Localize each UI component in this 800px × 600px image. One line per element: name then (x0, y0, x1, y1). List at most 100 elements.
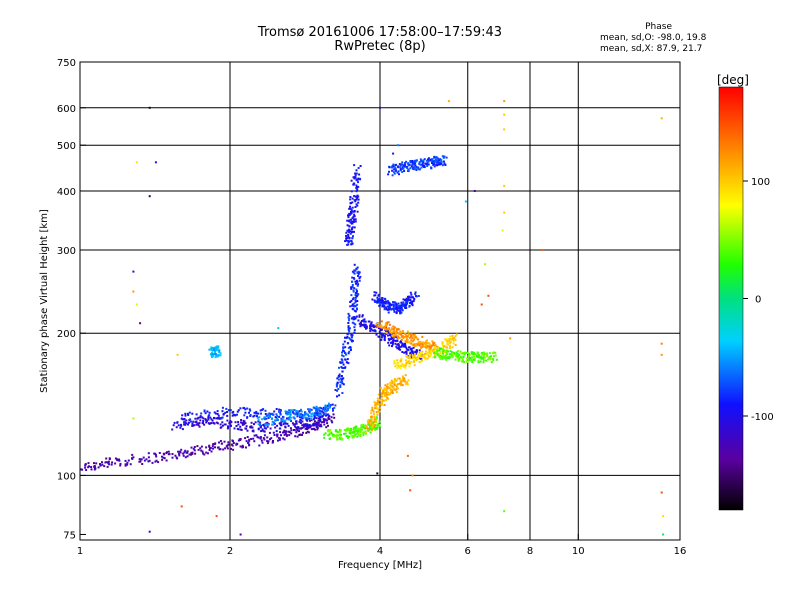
data-point (132, 290, 135, 293)
data-point (283, 438, 286, 441)
data-point (455, 354, 458, 357)
data-point (354, 323, 357, 326)
data-point (424, 357, 427, 359)
data-point (326, 408, 329, 411)
data-point (397, 309, 400, 312)
data-point (482, 359, 485, 362)
data-point (201, 450, 204, 453)
data-point (411, 350, 414, 353)
data-point (411, 351, 414, 354)
data-point (429, 347, 432, 350)
data-point (423, 158, 426, 161)
data-point (437, 353, 440, 356)
data-point (366, 427, 369, 430)
data-point (359, 430, 362, 433)
data-point (369, 428, 372, 430)
data-point (457, 359, 460, 362)
data-point (357, 167, 360, 169)
data-point (450, 353, 453, 356)
data-point (236, 410, 239, 413)
data-point (408, 362, 411, 365)
data-point (371, 329, 374, 332)
grid (80, 62, 680, 540)
data-point (411, 337, 414, 339)
data-point (200, 449, 203, 452)
data-point (411, 355, 414, 358)
data-point (233, 427, 236, 430)
data-point (189, 418, 192, 421)
data-point (359, 429, 362, 432)
data-point (307, 413, 309, 416)
data-point (88, 465, 90, 468)
data-point (453, 336, 456, 339)
data-point (232, 442, 235, 444)
data-point (371, 426, 374, 429)
data-point (427, 158, 429, 161)
data-point (378, 298, 381, 301)
data-point (368, 428, 370, 431)
data-point (293, 429, 296, 432)
data-point (393, 384, 396, 386)
data-point (441, 341, 444, 344)
data-point (174, 454, 177, 457)
data-point (385, 300, 387, 303)
data-point (440, 347, 442, 350)
data-point (180, 424, 183, 427)
data-point (332, 434, 334, 437)
data-point (350, 211, 352, 213)
data-point (410, 293, 413, 296)
data-point (201, 416, 204, 419)
chart-subtitle: RwPretec (8p) (334, 39, 426, 54)
data-point (436, 164, 439, 167)
data-point (138, 458, 141, 461)
data-point (265, 414, 268, 417)
data-point (414, 167, 417, 170)
data-point (415, 352, 418, 355)
data-point (383, 387, 386, 390)
data-point (405, 299, 408, 302)
data-point (221, 410, 224, 413)
data-point (105, 461, 108, 464)
data-point (455, 333, 458, 336)
data-point (410, 348, 413, 351)
data-point (119, 464, 122, 467)
data-point (124, 464, 127, 467)
data-point (417, 295, 420, 297)
data-point (352, 215, 355, 218)
data-point (351, 242, 354, 245)
data-point (328, 404, 331, 407)
data-point (246, 429, 249, 432)
data-point (356, 435, 359, 438)
data-point (142, 456, 145, 459)
data-point (343, 350, 346, 353)
data-point (287, 416, 290, 419)
data-point (381, 297, 384, 300)
data-point (364, 424, 367, 427)
data-point (436, 160, 439, 163)
data-point (217, 345, 220, 348)
data-point (297, 411, 300, 414)
data-point (203, 409, 206, 412)
data-point (406, 361, 409, 364)
data-point (135, 161, 138, 164)
data-point (267, 415, 270, 418)
data-point (484, 353, 487, 356)
data-point (259, 436, 262, 439)
data-point (291, 422, 294, 425)
data-point (448, 356, 451, 359)
data-point (390, 327, 393, 330)
data-point (271, 417, 274, 420)
data-point (341, 382, 344, 385)
data-point (392, 386, 395, 389)
data-point (317, 415, 320, 418)
data-point (266, 442, 269, 445)
data-point (279, 427, 282, 430)
data-point (301, 424, 304, 427)
data-point (386, 387, 389, 389)
data-point (351, 206, 354, 209)
data-point (261, 429, 264, 432)
data-point (240, 421, 242, 424)
data-point (338, 433, 341, 436)
data-point (356, 300, 359, 302)
data-point (420, 358, 423, 360)
